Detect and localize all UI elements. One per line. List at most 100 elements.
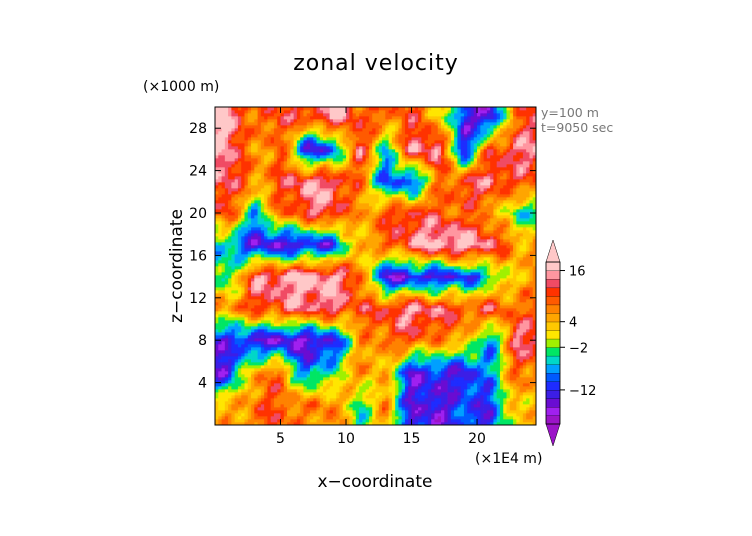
contour-cell: [427, 419, 432, 423]
contour-cell: [529, 416, 534, 420]
contour-cell: [293, 338, 298, 342]
contour-cell: [414, 398, 419, 402]
contour-cell: [414, 281, 419, 285]
contour-cell: [532, 359, 536, 363]
contour-cell: [290, 419, 294, 423]
contour-cell: [234, 356, 239, 360]
contour-cell: [424, 404, 429, 408]
contour-cell: [486, 380, 491, 384]
contour-cell: [368, 278, 373, 282]
contour-cell: [411, 416, 416, 420]
contour-cell: [287, 368, 291, 372]
contour-cell: [395, 374, 399, 378]
contour-cell: [483, 320, 488, 324]
contour-cell: [391, 338, 396, 342]
contour-cell: [273, 371, 278, 375]
contour-cell: [434, 338, 439, 342]
contour-cell: [427, 314, 432, 318]
contour-cell: [509, 275, 514, 279]
contour-cell: [247, 371, 252, 375]
contour-cell: [352, 386, 357, 390]
contour-cell: [434, 308, 439, 312]
contour-cell: [264, 416, 268, 420]
contour-cell: [391, 395, 396, 399]
contour-cell: [460, 272, 465, 276]
contour-cell: [329, 380, 334, 384]
contour-cell: [228, 332, 232, 336]
contour-cell: [241, 281, 245, 285]
contour-cell: [267, 347, 272, 351]
contour-cell: [352, 374, 357, 378]
contour-cell: [434, 290, 439, 294]
contour-cell: [273, 323, 278, 327]
contour-cell: [444, 335, 448, 339]
contour-cell: [346, 344, 350, 348]
contour-cell: [303, 395, 308, 399]
contour-cell: [349, 296, 353, 300]
contour-cell: [329, 338, 334, 342]
contour-cell: [522, 278, 527, 282]
contour-cell: [532, 332, 536, 336]
contour-cell: [378, 323, 383, 327]
contour-cell: [332, 323, 337, 327]
contour-cell: [385, 317, 389, 321]
contour-cell: [477, 413, 481, 417]
contour-cell: [431, 353, 435, 357]
contour-cell: [277, 353, 281, 357]
contour-cell: [372, 377, 376, 381]
contour-cell: [496, 407, 501, 411]
contour-cell: [336, 419, 340, 423]
contour-cell: [228, 401, 232, 405]
contour-cell: [336, 413, 340, 417]
contour-cell: [382, 278, 386, 282]
contour-cell: [470, 320, 475, 324]
contour-cell: [303, 416, 308, 420]
contour-cell: [247, 323, 252, 327]
contour-cell: [522, 365, 527, 369]
contour-cell: [277, 281, 281, 285]
contour-cell: [526, 275, 530, 279]
contour-cell: [486, 314, 491, 318]
contour-cell: [437, 365, 442, 369]
contour-cell: [499, 356, 504, 360]
contour-cell: [388, 401, 393, 405]
contour-cell: [496, 272, 501, 276]
contour-cell: [499, 323, 504, 327]
contour-cell: [342, 296, 347, 300]
contour-cell: [503, 389, 507, 393]
contour-cell: [339, 389, 344, 393]
contour-cell: [277, 272, 281, 276]
contour-cell: [287, 314, 291, 318]
contour-cell: [398, 413, 403, 417]
contour-cell: [477, 350, 481, 354]
contour-cell: [434, 398, 439, 402]
contour-cell: [404, 377, 409, 381]
contour-cell: [391, 299, 396, 303]
contour-cell: [231, 410, 236, 414]
contour-cell: [424, 308, 429, 312]
contour-cell: [329, 377, 334, 381]
contour-cell: [418, 413, 422, 417]
contour-cell: [473, 311, 478, 315]
contour-cell: [234, 347, 239, 351]
contour-cell: [316, 287, 321, 291]
contour-cell: [332, 338, 337, 342]
contour-cell: [316, 356, 321, 360]
contour-cell: [375, 320, 380, 324]
contour-cell: [424, 395, 429, 399]
contour-cell: [323, 395, 327, 399]
contour-cell: [323, 410, 327, 414]
contour-cell: [460, 359, 465, 363]
contour-cell: [257, 368, 262, 372]
contour-cell: [336, 302, 340, 306]
contour-cell: [513, 308, 517, 312]
contour-cell: [254, 311, 258, 315]
contour-cell: [470, 296, 475, 300]
contour-cell: [519, 347, 524, 351]
contour-cell: [427, 353, 432, 357]
contour-cell: [251, 278, 255, 282]
contour-cell: [434, 281, 439, 285]
contour-cell: [421, 392, 425, 396]
contour-cell: [270, 290, 275, 294]
contour-cell: [296, 383, 301, 387]
